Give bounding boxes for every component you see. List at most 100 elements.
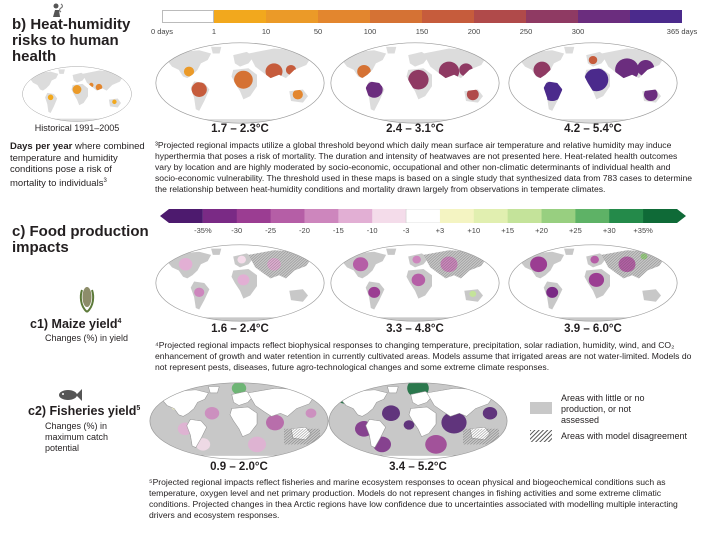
food-scale-swatch (202, 209, 238, 223)
food-scale-swatch (609, 209, 644, 223)
heat-risk-patch (408, 69, 429, 90)
fish-icon (59, 389, 82, 401)
heat-person-icon (53, 3, 64, 17)
model-disagreement-hatch (284, 428, 320, 445)
heat-scale-tick-label: 100 (363, 27, 377, 36)
maize-map-3 (508, 244, 678, 322)
legend-hatch-label: Areas with model disagreement (561, 431, 688, 441)
continent-af (229, 406, 258, 437)
heat-section-title: b) Heat-humidity risks to human health (12, 16, 131, 65)
yield-change-patch (588, 272, 605, 287)
continent-na (166, 50, 212, 79)
legend-hatch-swatch (530, 430, 552, 442)
heat-scale-swatch (474, 10, 526, 23)
legend-gray-label: Areas with little or no production, or n… (561, 393, 645, 425)
fisheries-change-patch (266, 414, 284, 431)
heat-risk-patch (292, 89, 303, 100)
continent-af (408, 406, 437, 437)
food-scale-swatch (270, 209, 305, 223)
continent-gr (564, 46, 575, 54)
yield-change-patch (411, 273, 426, 287)
fisheries-change-patch (441, 411, 467, 434)
heat-range-3: 4.2 – 5.4°C (564, 123, 622, 135)
heat-scale-swatch (162, 10, 214, 23)
continent-eu (233, 51, 254, 67)
continent-eu (410, 391, 433, 406)
food-scale-tick-label: +35% (633, 226, 653, 235)
heat-scale-tick-label: 200 (467, 27, 481, 36)
heat-range-1: 1.7 – 2.3°C (211, 123, 269, 135)
continent-sa (365, 419, 386, 448)
continent-gr (564, 248, 575, 255)
heat-map-3 (508, 42, 678, 124)
food-scale-swatch (405, 209, 441, 223)
fisheries-map-1 (149, 382, 329, 460)
fisheries-map-2 (328, 382, 508, 460)
heat-risk-patch (234, 70, 253, 89)
yield-change-patch (237, 274, 250, 286)
yield-change-patch (590, 255, 599, 264)
maize-note: ⁴Projected regional impacts reflect biop… (155, 340, 692, 372)
heat-scale-swatch (422, 10, 474, 23)
heat-scale-swatch (578, 10, 630, 23)
heat-scale-swatch (370, 10, 422, 23)
maize-title: c1) Maize yield4 (30, 317, 122, 331)
historical-map (22, 66, 132, 122)
continent-eu (408, 51, 429, 67)
map-outline (330, 244, 500, 322)
heat-map-2 (330, 42, 500, 124)
maize-icon (79, 287, 95, 313)
heat-section: b) Heat-humidity risks to human health 0… (0, 0, 706, 210)
heat-scale-tick-label: 150 (415, 27, 429, 36)
model-disagreement-hatch (463, 428, 499, 445)
fisheries-range-2: 3.4 – 5.2°C (389, 461, 447, 473)
model-disagreement-hatch (601, 250, 665, 279)
continent-au (289, 289, 308, 302)
continent-au (642, 289, 661, 302)
heat-risk-patch (584, 68, 609, 92)
yield-change-patch (412, 255, 421, 264)
heat-scale-labels: 0 days 1 10 50 100 150 200 250 300 365 days (151, 27, 697, 37)
heat-note: ³Projected regional impacts utilize a gl… (155, 140, 693, 194)
food-scale-tick-label: +15 (501, 226, 515, 235)
heat-scale-tick-label: 1 (211, 27, 217, 36)
yield-change-patch (352, 257, 369, 272)
map-outline (155, 244, 325, 322)
fisheries-change-patch (425, 435, 447, 454)
heat-scale-tick-label: 365 days (666, 27, 698, 36)
continent-gr (386, 46, 397, 54)
food-scale-tick-label: -3 (402, 226, 410, 235)
fisheries-change-patch (248, 436, 266, 453)
continent-eu (231, 391, 254, 406)
fisheries-title: c2) Fisheries yield5 (28, 404, 141, 418)
yield-change-patch (194, 287, 205, 298)
food-scale-tick-label: +25 (569, 226, 582, 235)
map-outline (22, 66, 132, 122)
map-outline (149, 382, 329, 460)
heat-range-2: 2.4 – 3.1°C (386, 123, 444, 135)
food-scale-tick-label: -20 (299, 226, 310, 235)
fisheries-range-1: 0.9 – 2.0°C (210, 461, 268, 473)
continent-na (29, 71, 59, 91)
fisheries-change-patch (403, 420, 415, 430)
heat-scale-tick-label: 50 (313, 27, 323, 36)
heat-color-scale (162, 10, 682, 23)
yield-change-patch (530, 256, 548, 273)
food-scale-swatch (473, 209, 509, 223)
food-scale-swatch (160, 209, 203, 223)
heat-risk-patch (47, 94, 54, 101)
continent-sa (186, 419, 207, 448)
yield-change-patch (178, 258, 193, 271)
fisheries-subtitle: Changes (%) in maximum catch potential (45, 421, 109, 453)
continent-gr (211, 46, 222, 54)
legend-gray-swatch (530, 402, 552, 414)
map-outline (508, 244, 678, 322)
heat-scale-swatch (266, 10, 318, 23)
food-scale-tick-label: +20 (535, 226, 548, 235)
historical-caption: Historical 1991–2005 (34, 123, 120, 133)
continent-gr (211, 248, 222, 255)
food-scale-tick-label: -10 (366, 226, 378, 235)
food-scale-swatch (507, 209, 543, 223)
food-scale-swatch (338, 209, 373, 223)
heat-description: Days per year where combined temperature… (10, 141, 145, 189)
